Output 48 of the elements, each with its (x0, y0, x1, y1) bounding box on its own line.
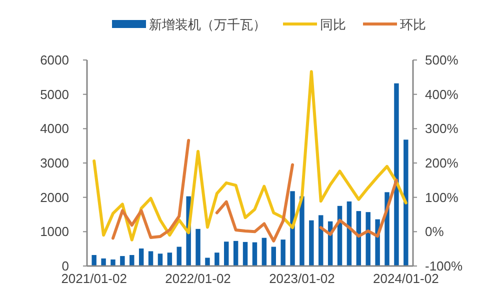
y-tick-label: 6000 (40, 52, 69, 68)
y-tick-label: 5000 (40, 86, 69, 102)
bar (101, 258, 106, 266)
y2-tick-label: 200% (425, 156, 459, 171)
legend-label: 新增装机（万千瓦） (149, 17, 266, 32)
bar (233, 240, 238, 266)
y2-tick-label: 400% (425, 86, 459, 102)
bar (242, 242, 248, 266)
bar (404, 140, 408, 266)
bar (120, 256, 125, 266)
bar (110, 259, 116, 266)
legend-label: 同比 (320, 17, 346, 32)
line-series (92, 70, 408, 242)
y2-tick-label: -100% (425, 258, 464, 274)
bar (148, 251, 154, 266)
y-tick-label: 4000 (40, 121, 69, 136)
bar (130, 255, 134, 266)
y-tick-label: 2000 (40, 190, 69, 205)
y-tick-label: 1000 (40, 224, 69, 240)
bar (138, 248, 144, 266)
bar (205, 258, 210, 266)
bar (176, 246, 182, 266)
bar (280, 240, 286, 266)
bar (252, 242, 258, 266)
bar (167, 252, 172, 266)
y2-tick-label: 100% (425, 190, 459, 205)
y2-tick-label: 300% (425, 121, 459, 136)
bar (318, 215, 324, 266)
bar (214, 252, 220, 266)
y-tick-label: 3000 (40, 156, 69, 171)
bar (158, 254, 163, 266)
x-tick-label: 2022/01-02 (165, 271, 231, 286)
bar (300, 196, 304, 266)
bar (290, 191, 295, 266)
bar (262, 238, 267, 266)
bar (309, 220, 314, 266)
bar (224, 242, 229, 266)
legend-label: 环比 (400, 17, 426, 32)
bar (394, 83, 399, 266)
bar (196, 228, 200, 266)
x-tick-label: 2023/01-02 (269, 271, 335, 286)
y2-tick-label: 500% (425, 52, 459, 68)
y2-tick-label: 0% (425, 224, 444, 240)
bar (271, 246, 276, 266)
x-tick-label: 2021/01-02 (61, 271, 127, 286)
bar (92, 255, 96, 266)
y-tick-label: 0 (62, 258, 69, 274)
x-tick-label: 2024/01-02 (373, 271, 439, 286)
